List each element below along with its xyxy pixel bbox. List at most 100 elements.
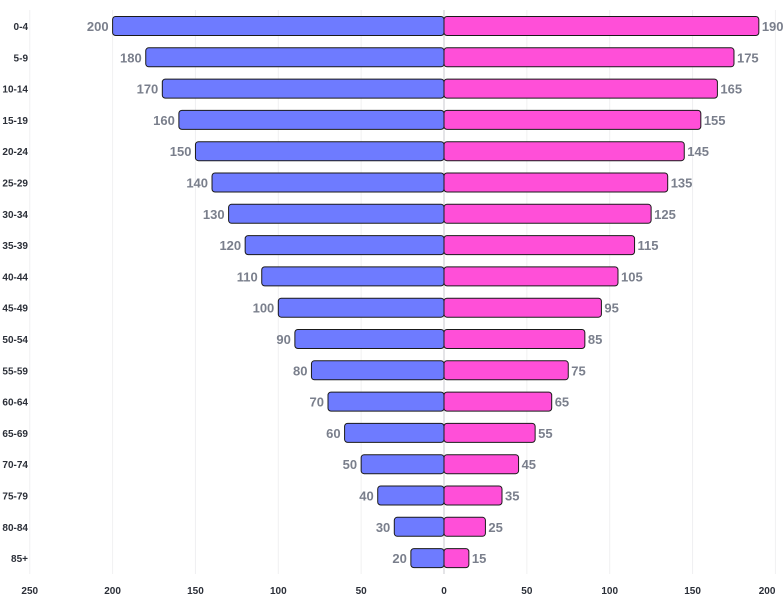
bar-right-45-49 <box>443 297 602 318</box>
value-label-left: 100 <box>253 301 275 316</box>
y-tick-label: 85+ <box>11 554 28 565</box>
value-label-right: 15 <box>472 551 486 566</box>
bar-right-15-19 <box>443 109 702 130</box>
x-tick-label: 0 <box>441 586 447 597</box>
bar-left-5-9 <box>145 47 445 68</box>
bar-left-80-84 <box>393 516 445 537</box>
y-tick-label: 80-84 <box>2 523 28 534</box>
bar-right-75-79 <box>443 485 503 506</box>
y-tick-label: 70-74 <box>2 460 28 471</box>
value-label-right: 115 <box>638 238 659 253</box>
value-label-left: 140 <box>186 176 208 191</box>
y-tick-label: 60-64 <box>2 398 28 409</box>
value-labels: 200 190 180 175 170 165 160 155 150 145 140 135 130 1… <box>87 19 784 566</box>
bar-left-40-44 <box>261 266 445 287</box>
value-label-left: 60 <box>326 426 340 441</box>
x-axis-ticks: 250 200 150 100 50 0 50 100 150 200 <box>21 586 775 597</box>
bar-left-70-74 <box>360 454 445 475</box>
bar-left-55-59 <box>310 360 445 381</box>
bar-right-65-69 <box>443 422 536 443</box>
value-label-left: 170 <box>137 82 159 97</box>
bar-right-85+ <box>443 548 470 569</box>
value-label-left: 90 <box>276 332 290 347</box>
bars <box>112 16 760 569</box>
value-label-left: 30 <box>376 520 390 535</box>
bar-left-0-4 <box>112 16 445 36</box>
bar-left-45-49 <box>277 297 445 318</box>
value-label-left: 120 <box>219 238 241 253</box>
x-tick-label: 150 <box>187 586 204 597</box>
y-tick-label: 0-4 <box>14 22 29 33</box>
x-tick-label: 100 <box>270 586 287 597</box>
value-label-right: 125 <box>654 207 676 222</box>
x-tick-label: 250 <box>21 586 38 597</box>
bar-left-30-34 <box>228 203 445 224</box>
y-tick-label: 25-29 <box>2 179 28 190</box>
value-label-right: 55 <box>538 426 552 441</box>
value-label-right: 155 <box>704 113 726 128</box>
bar-right-25-29 <box>443 172 669 193</box>
bar-left-35-39 <box>244 235 445 256</box>
y-tick-label: 30-34 <box>2 210 28 221</box>
bar-left-10-14 <box>161 78 445 99</box>
bar-right-0-4 <box>443 16 760 36</box>
value-label-right: 95 <box>604 301 618 316</box>
y-tick-label: 10-14 <box>2 85 28 96</box>
value-label-right: 105 <box>621 269 643 284</box>
y-tick-label: 75-79 <box>2 492 28 503</box>
bar-right-20-24 <box>443 141 685 162</box>
bar-left-65-69 <box>344 422 445 443</box>
grid-lines <box>29 10 776 574</box>
value-label-right: 45 <box>522 457 536 472</box>
bar-right-10-14 <box>443 78 718 99</box>
value-label-left: 150 <box>170 144 192 159</box>
bar-right-35-39 <box>443 235 636 256</box>
x-tick-label: 50 <box>356 586 368 597</box>
y-tick-label: 35-39 <box>2 241 28 252</box>
y-tick-label: 40-44 <box>2 272 28 283</box>
y-tick-label: 65-69 <box>2 429 28 440</box>
y-tick-label: 50-54 <box>2 335 28 346</box>
value-label-right: 35 <box>505 489 519 504</box>
y-tick-label: 20-24 <box>2 147 28 158</box>
value-label-left: 50 <box>343 457 357 472</box>
bar-left-20-24 <box>194 141 445 162</box>
x-tick-label: 150 <box>684 586 701 597</box>
value-label-left: 110 <box>237 269 258 284</box>
y-tick-label: 15-19 <box>2 116 28 127</box>
y-tick-label: 5-9 <box>14 53 29 64</box>
value-label-right: 65 <box>555 395 569 410</box>
bar-left-75-79 <box>377 485 445 506</box>
value-label-left: 130 <box>203 207 225 222</box>
value-label-left: 180 <box>120 50 142 65</box>
bar-left-15-19 <box>178 109 445 130</box>
value-label-left: 20 <box>392 551 406 566</box>
bar-right-30-34 <box>443 203 652 224</box>
value-label-left: 80 <box>293 363 307 378</box>
value-label-right: 135 <box>671 176 693 191</box>
bar-left-50-54 <box>294 329 445 349</box>
x-tick-label: 50 <box>521 586 533 597</box>
bar-left-60-64 <box>327 391 445 412</box>
value-label-right: 190 <box>762 19 784 34</box>
bar-left-85+ <box>410 548 445 569</box>
value-label-right: 75 <box>571 363 585 378</box>
bar-right-55-59 <box>443 360 569 381</box>
x-tick-label: 200 <box>104 586 121 597</box>
bar-left-25-29 <box>211 172 445 193</box>
value-label-left: 70 <box>310 395 324 410</box>
value-label-right: 85 <box>588 332 602 347</box>
value-label-right: 175 <box>737 50 759 65</box>
bar-right-80-84 <box>443 516 486 537</box>
value-label-left: 160 <box>153 113 175 128</box>
bar-right-5-9 <box>443 47 735 68</box>
value-label-right: 25 <box>488 520 502 535</box>
value-label-right: 165 <box>720 82 742 97</box>
x-tick-label: 100 <box>601 586 618 597</box>
bar-right-60-64 <box>443 391 553 412</box>
value-label-left: 40 <box>359 489 373 504</box>
y-axis-ticks: 0-4 5-9 10-14 15-19 20-24 25-29 30-34 35-39 40-4… <box>2 22 28 565</box>
bar-right-50-54 <box>443 329 586 349</box>
y-tick-label: 55-59 <box>2 366 28 377</box>
